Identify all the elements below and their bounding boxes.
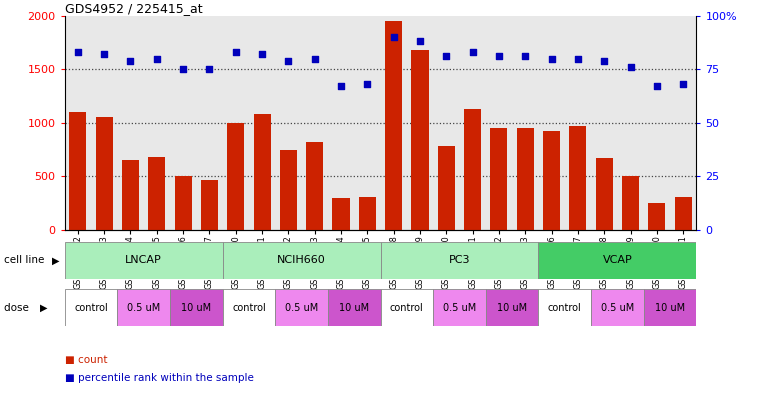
Text: control: control bbox=[232, 303, 266, 312]
Bar bbox=[464, 109, 481, 230]
Bar bbox=[648, 203, 665, 230]
Bar bbox=[148, 157, 165, 230]
Text: control: control bbox=[548, 303, 581, 312]
Text: ▶: ▶ bbox=[52, 255, 59, 265]
Bar bbox=[69, 112, 87, 230]
Bar bbox=[380, 242, 539, 279]
Bar bbox=[96, 118, 113, 230]
Bar bbox=[569, 126, 587, 230]
Bar bbox=[174, 176, 192, 230]
Point bbox=[309, 55, 321, 62]
Text: ■ percentile rank within the sample: ■ percentile rank within the sample bbox=[65, 373, 253, 383]
Text: control: control bbox=[390, 303, 424, 312]
Point bbox=[493, 53, 505, 60]
Text: 10 uM: 10 uM bbox=[655, 303, 685, 312]
Point bbox=[572, 55, 584, 62]
Bar bbox=[517, 128, 533, 230]
Bar bbox=[170, 289, 223, 326]
Bar bbox=[223, 242, 380, 279]
Text: 10 uM: 10 uM bbox=[497, 303, 527, 312]
Bar bbox=[596, 158, 613, 230]
Point bbox=[466, 49, 479, 55]
Bar bbox=[275, 289, 328, 326]
Bar bbox=[433, 289, 486, 326]
Text: 10 uM: 10 uM bbox=[181, 303, 212, 312]
Point bbox=[282, 57, 295, 64]
Point bbox=[151, 55, 163, 62]
Text: 0.5 uM: 0.5 uM bbox=[600, 303, 634, 312]
Point bbox=[546, 55, 558, 62]
Text: 0.5 uM: 0.5 uM bbox=[443, 303, 476, 312]
Point bbox=[230, 49, 242, 55]
Point bbox=[177, 66, 189, 72]
Text: 0.5 uM: 0.5 uM bbox=[285, 303, 318, 312]
Bar bbox=[328, 289, 380, 326]
Point bbox=[98, 51, 110, 57]
Bar bbox=[333, 198, 349, 230]
Point bbox=[256, 51, 268, 57]
Bar bbox=[674, 197, 692, 230]
Point bbox=[598, 57, 610, 64]
Bar bbox=[253, 114, 271, 230]
Bar bbox=[380, 289, 433, 326]
Bar bbox=[412, 50, 428, 230]
Bar bbox=[223, 289, 275, 326]
Bar bbox=[228, 123, 244, 230]
Bar bbox=[117, 289, 170, 326]
Bar bbox=[65, 289, 117, 326]
Text: NCIH660: NCIH660 bbox=[277, 255, 326, 265]
Bar bbox=[280, 150, 297, 230]
Point bbox=[335, 83, 347, 90]
Point bbox=[651, 83, 663, 90]
Bar bbox=[358, 197, 376, 230]
Text: cell line: cell line bbox=[4, 255, 47, 265]
Text: 10 uM: 10 uM bbox=[339, 303, 369, 312]
Bar bbox=[201, 180, 218, 230]
Text: LNCAP: LNCAP bbox=[126, 255, 162, 265]
Point bbox=[519, 53, 531, 60]
Bar bbox=[306, 142, 323, 230]
Bar bbox=[490, 128, 508, 230]
Bar bbox=[486, 289, 539, 326]
Bar bbox=[122, 160, 139, 230]
Bar bbox=[539, 289, 591, 326]
Point bbox=[625, 64, 637, 70]
Bar bbox=[591, 289, 644, 326]
Point bbox=[414, 38, 426, 44]
Text: 0.5 uM: 0.5 uM bbox=[127, 303, 161, 312]
Bar bbox=[438, 146, 455, 230]
Point bbox=[203, 66, 215, 72]
Text: ▶: ▶ bbox=[40, 303, 48, 312]
Point bbox=[677, 81, 689, 87]
Bar bbox=[385, 21, 403, 230]
Bar bbox=[539, 242, 696, 279]
Point bbox=[440, 53, 452, 60]
Text: control: control bbox=[74, 303, 108, 312]
Bar bbox=[644, 289, 696, 326]
Text: VCAP: VCAP bbox=[603, 255, 632, 265]
Text: dose: dose bbox=[4, 303, 32, 312]
Bar bbox=[65, 242, 223, 279]
Bar bbox=[622, 176, 639, 230]
Point bbox=[361, 81, 374, 87]
Point bbox=[72, 49, 84, 55]
Point bbox=[387, 34, 400, 40]
Text: PC3: PC3 bbox=[449, 255, 470, 265]
Text: ■ count: ■ count bbox=[65, 354, 107, 365]
Bar bbox=[543, 131, 560, 230]
Text: GDS4952 / 225415_at: GDS4952 / 225415_at bbox=[65, 2, 202, 15]
Point bbox=[124, 57, 136, 64]
